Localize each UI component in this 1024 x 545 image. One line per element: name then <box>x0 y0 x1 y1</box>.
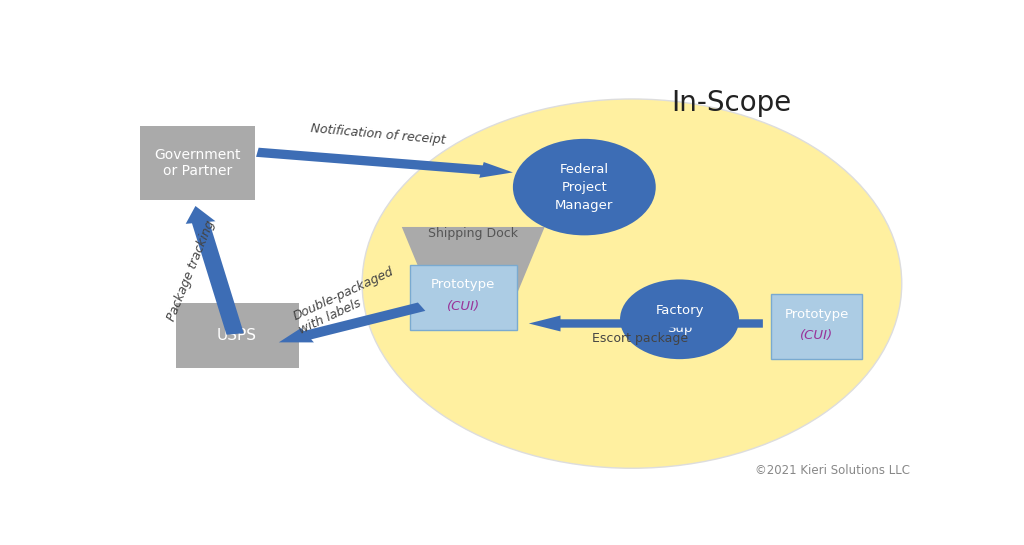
FancyBboxPatch shape <box>771 294 862 359</box>
FancyBboxPatch shape <box>140 126 255 199</box>
Ellipse shape <box>513 139 655 235</box>
Text: Prototype: Prototype <box>784 307 849 320</box>
FancyBboxPatch shape <box>410 265 517 330</box>
Text: (CUI): (CUI) <box>800 329 833 342</box>
Text: (CUI): (CUI) <box>446 300 480 313</box>
Polygon shape <box>401 227 545 294</box>
FancyBboxPatch shape <box>176 302 299 367</box>
Polygon shape <box>279 302 425 342</box>
Text: Notification of receipt: Notification of receipt <box>310 123 446 147</box>
Text: Federal
Project
Manager: Federal Project Manager <box>555 162 613 211</box>
Polygon shape <box>528 316 763 331</box>
Polygon shape <box>256 148 513 178</box>
Text: Factory
Sup: Factory Sup <box>655 304 703 335</box>
Text: Escort package: Escort package <box>592 332 688 345</box>
Text: USPS: USPS <box>217 328 257 342</box>
Text: In-Scope: In-Scope <box>671 89 792 117</box>
Ellipse shape <box>621 280 739 359</box>
Text: Double-packaged
with labels: Double-packaged with labels <box>291 264 401 336</box>
Text: Prototype: Prototype <box>431 278 496 291</box>
Text: Package tracking: Package tracking <box>165 219 218 323</box>
Text: Government
or Partner: Government or Partner <box>155 148 241 178</box>
Text: ©2021 Kieri Solutions LLC: ©2021 Kieri Solutions LLC <box>755 464 909 477</box>
Ellipse shape <box>362 99 902 468</box>
Text: Shipping Dock: Shipping Dock <box>428 227 518 240</box>
Polygon shape <box>185 206 244 335</box>
